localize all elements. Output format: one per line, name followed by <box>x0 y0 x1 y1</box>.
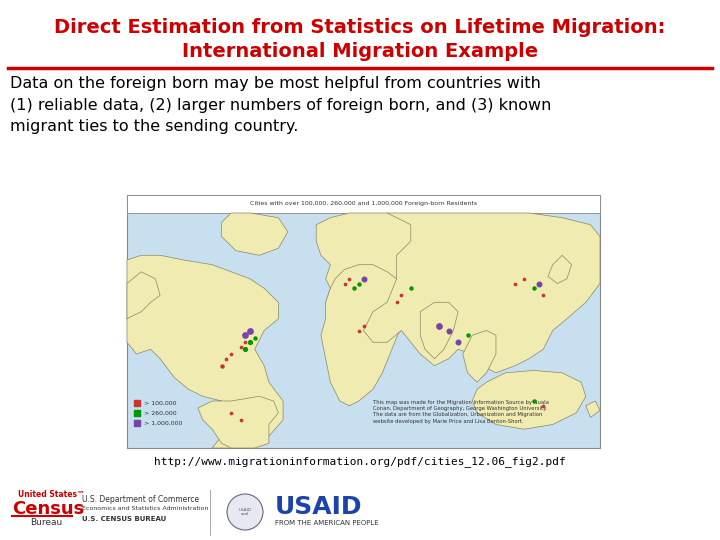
Text: United States™: United States™ <box>18 490 85 499</box>
Polygon shape <box>472 370 586 429</box>
Text: U.S. CENSUS BUREAU: U.S. CENSUS BUREAU <box>82 516 166 522</box>
Polygon shape <box>127 272 160 319</box>
Polygon shape <box>420 302 458 359</box>
Polygon shape <box>212 401 231 429</box>
Text: USAID
seal: USAID seal <box>238 508 251 516</box>
Text: > 1,000,000: > 1,000,000 <box>144 421 182 426</box>
Text: This map was made for the Migration Information Source by Nuala
Conan, Departmen: This map was made for the Migration Info… <box>373 400 549 423</box>
Polygon shape <box>127 255 283 448</box>
Text: Direct Estimation from Statistics on Lifetime Migration:: Direct Estimation from Statistics on Lif… <box>54 18 666 37</box>
Text: Economics and Statistics Administration: Economics and Statistics Administration <box>82 506 209 511</box>
Text: > 260,000: > 260,000 <box>144 410 176 415</box>
Text: Data on the foreign born may be most helpful from countries with
(1) reliable da: Data on the foreign born may be most hel… <box>10 76 552 134</box>
Bar <box>127 195 600 213</box>
Text: USAID: USAID <box>275 495 362 519</box>
Text: International Migration Example: International Migration Example <box>182 42 538 61</box>
Polygon shape <box>586 401 600 417</box>
Text: FROM THE AMERICAN PEOPLE: FROM THE AMERICAN PEOPLE <box>275 520 379 526</box>
Circle shape <box>227 494 263 530</box>
Polygon shape <box>321 265 401 406</box>
Text: http://www.migrationinformation.org/pdf/cities_12.06_fig2.pdf: http://www.migrationinformation.org/pdf/… <box>154 456 566 467</box>
Polygon shape <box>364 213 600 373</box>
Text: U.S. Department of Commerce: U.S. Department of Commerce <box>82 495 199 504</box>
Polygon shape <box>222 213 288 255</box>
Text: Cities with over 100,000, 260,000 and 1,000,000 Foreign-born Residents: Cities with over 100,000, 260,000 and 1,… <box>250 201 477 206</box>
Polygon shape <box>198 396 279 448</box>
Polygon shape <box>548 255 572 284</box>
Polygon shape <box>463 330 496 382</box>
Text: > 100,000: > 100,000 <box>144 401 176 406</box>
Polygon shape <box>316 213 434 342</box>
Text: Census: Census <box>12 500 84 518</box>
Text: Bureau: Bureau <box>30 518 62 527</box>
Bar <box>127 195 600 448</box>
